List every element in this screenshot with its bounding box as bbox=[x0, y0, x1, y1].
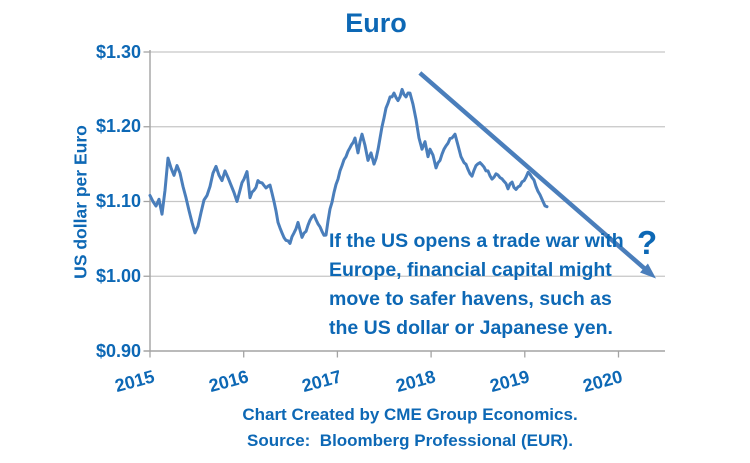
annotation-note-line-4: the US dollar or Japanese yen. bbox=[329, 317, 613, 339]
footer-credit-line: Chart Created by CME Group Economics. bbox=[242, 405, 578, 424]
y-tick-label-1-20: $1.20 bbox=[95, 116, 141, 136]
annotation-note-line-3: move to safer havens, such as bbox=[329, 288, 612, 310]
y-tick-label-1-30: $1.30 bbox=[95, 42, 141, 62]
annotation-note: If the US opens a trade war with Europe,… bbox=[329, 227, 624, 343]
y-tick-label-0-90: $0.90 bbox=[95, 341, 141, 361]
annotation-note-line-2: Europe, financial capital might bbox=[329, 259, 612, 281]
trend-arrow-shaft bbox=[418, 71, 648, 272]
chart-title: Euro bbox=[345, 8, 407, 38]
annotation-note-line-1: If the US opens a trade war with bbox=[329, 230, 624, 252]
chart-footer: Chart Created by CME Group Economics. So… bbox=[35, 402, 750, 454]
y-tick-label-1-00: $1.00 bbox=[95, 266, 141, 286]
price-line bbox=[148, 87, 549, 245]
footer-source-line: Source: Bloomberg Professional (EUR). bbox=[247, 431, 573, 450]
question-mark-annotation: ? bbox=[637, 224, 658, 261]
y-tick-label-1-10: $1.10 bbox=[95, 191, 141, 211]
trend-arrow-head bbox=[640, 263, 656, 279]
